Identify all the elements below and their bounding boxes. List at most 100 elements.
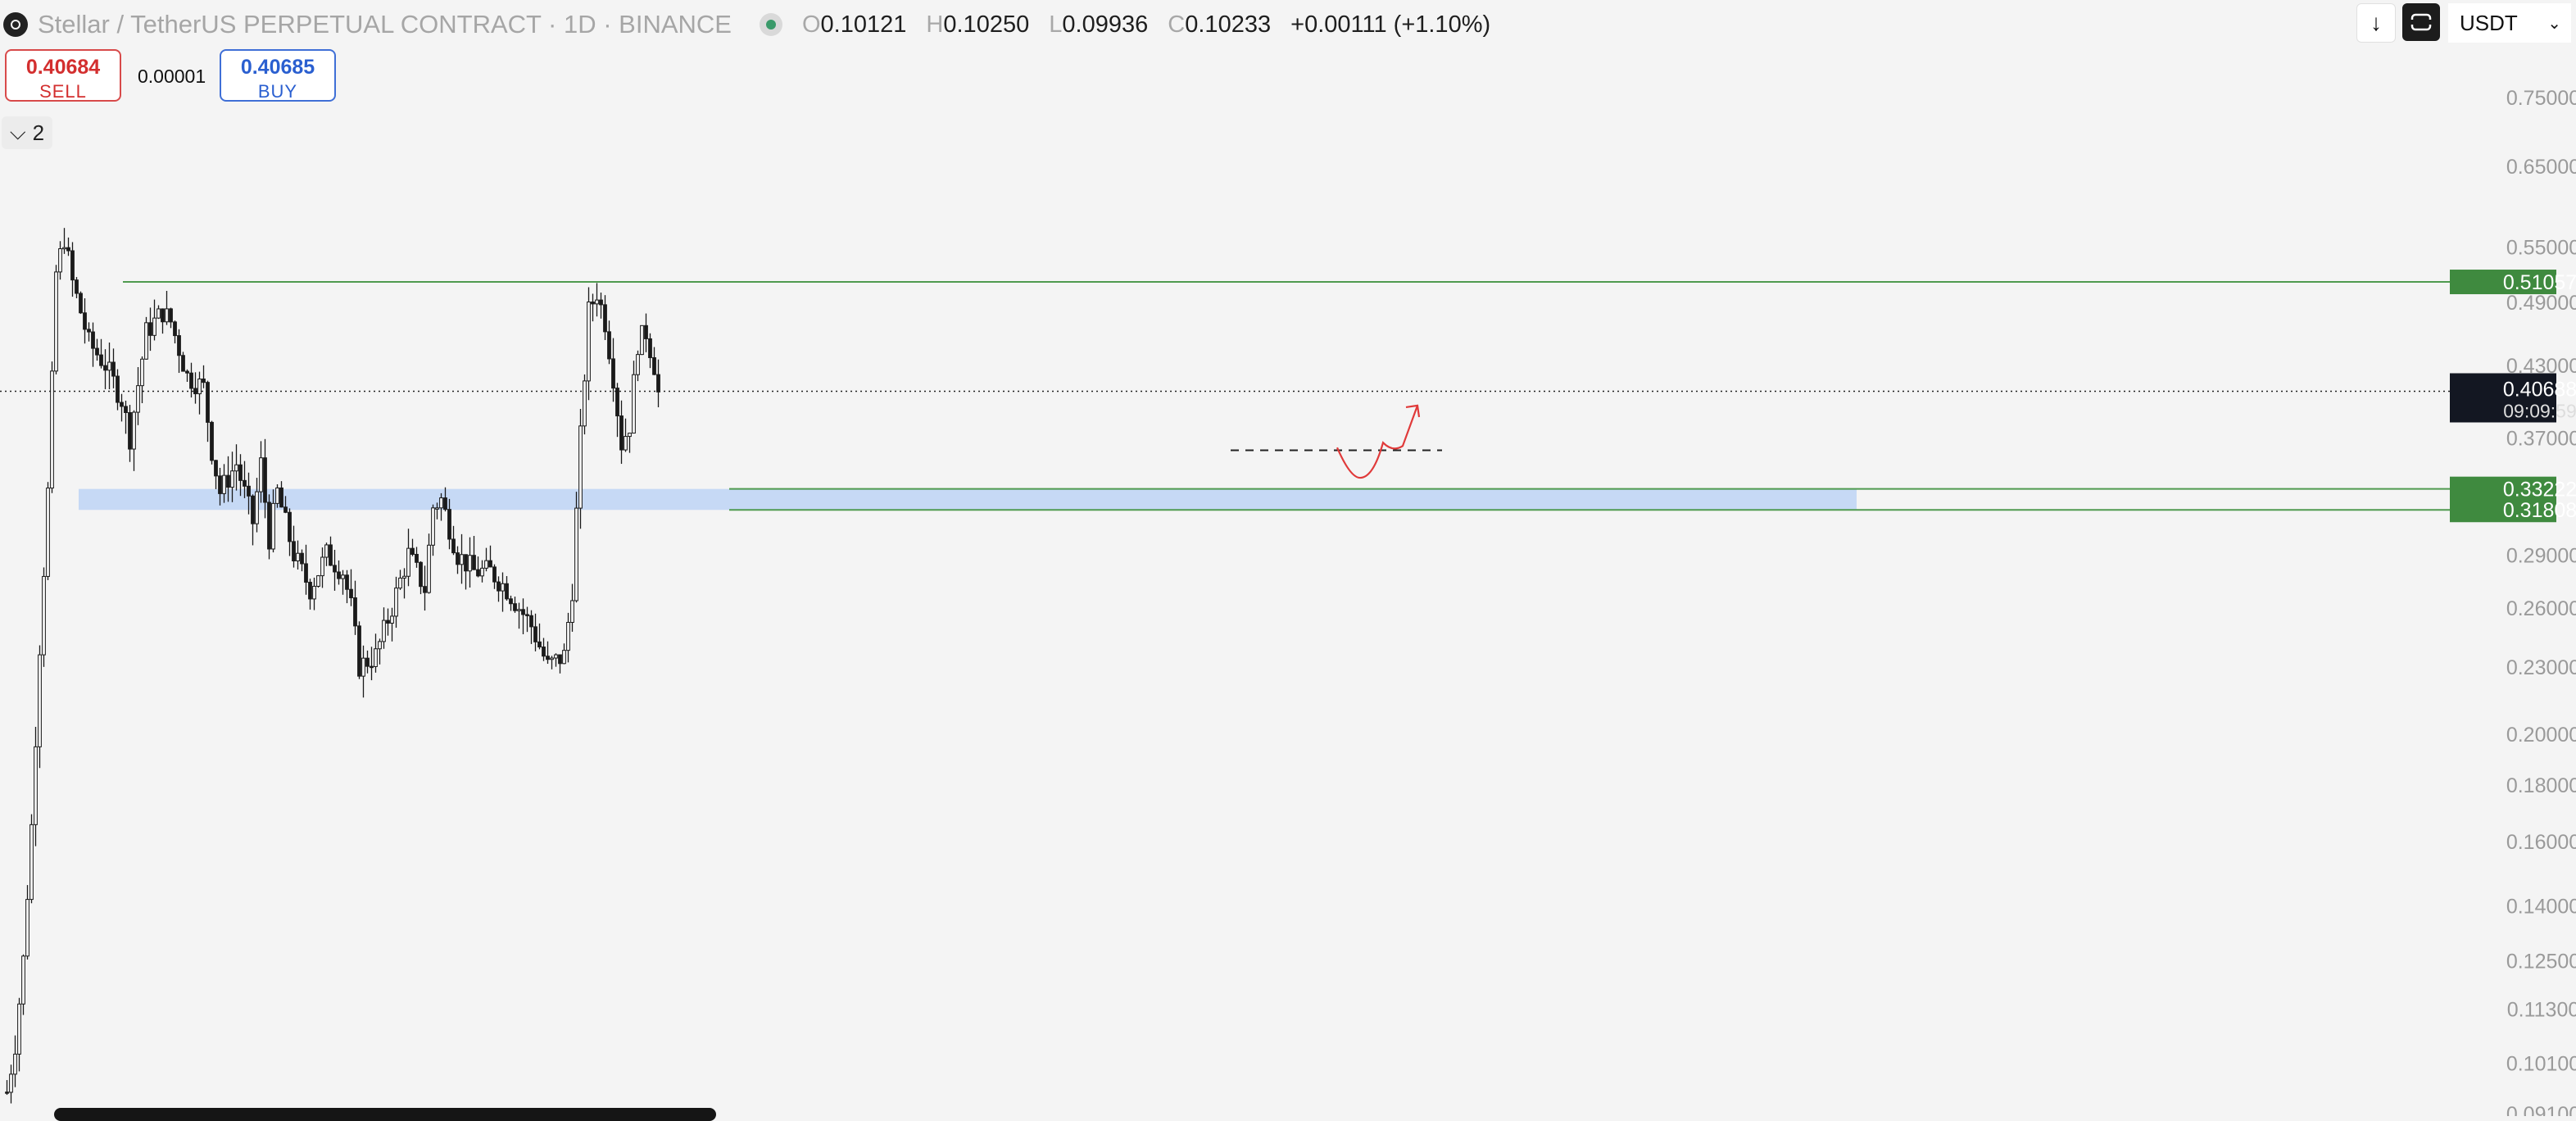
candle-body [324,544,329,558]
candle-body [611,358,615,389]
candle [386,608,390,636]
annotations [1231,404,1442,479]
candle-body [398,577,402,589]
candle-body [365,657,370,667]
candle [210,420,214,465]
time-scrollbar[interactable] [54,1108,716,1121]
candle [423,565,427,611]
candle-body [304,563,308,583]
candle-body [492,566,497,583]
candle-body [615,388,619,417]
candle-body [636,354,640,375]
candle-body [283,506,288,513]
spread-value: 0.00001 [138,66,206,87]
candle [189,362,193,398]
candle [181,352,185,372]
currency-select[interactable]: USDT ⌄ [2448,3,2571,43]
candle-body [558,654,562,665]
candle [529,610,533,644]
candle-body [439,497,443,509]
level-label: 0.51057 [2503,271,2576,294]
candle [267,494,271,560]
candle-body [58,248,62,273]
candle [292,525,296,568]
candle-body [226,474,230,488]
candle-body [447,509,451,540]
candle-body [628,433,632,438]
candle-body [570,600,574,623]
level-label: 0.31808 [2503,499,2576,522]
sell-label: SELL [39,81,87,102]
candle-body [13,1053,17,1075]
candle-body [451,538,456,554]
stellar-logo-icon [3,12,28,37]
candle-body [460,554,464,565]
y-tick-label: 0.14000 [2506,896,2576,919]
y-tick-label: 0.55000 [2506,236,2576,259]
candle [193,372,197,404]
y-tick-label: 0.65000 [2506,156,2576,179]
candle-body [488,560,492,568]
candle-body [640,324,644,356]
price-axis[interactable]: 0.750000.650000.550000.490000.430000.370… [2506,87,2576,1116]
candle-body [578,425,583,509]
candle-body [144,322,148,360]
currency-value: USDT [2460,10,2518,35]
ohlc-values: O0.10121 H0.10250 L0.09936 C0.10233 +0.0… [802,11,1490,39]
y-tick-label: 0.16000 [2506,831,2576,854]
y-tick-label: 0.10100 [2506,1053,2576,1076]
candle [546,641,550,665]
candle-body [75,279,79,294]
close-label: C [1168,11,1186,38]
candle-body [443,497,447,511]
candle-body [46,488,50,577]
candle-body [468,555,472,572]
candle [13,1035,17,1087]
candle [599,293,603,319]
candle-body [341,574,345,579]
candle [341,570,345,595]
candle [9,1064,13,1104]
candle [460,533,464,584]
indicator-count: 2 [32,120,45,145]
candle-body [292,541,296,561]
sell-button[interactable]: 0.40684 SELL [5,49,121,102]
candle-body [247,485,251,497]
y-tick-label: 0.09100 [2506,1103,2576,1116]
candle-body [464,554,468,572]
download-button[interactable]: ↓ [2356,3,2396,43]
candle [29,814,34,904]
countdown-value: 09:09:59 [2503,400,2576,421]
candle [243,461,247,498]
candle [656,359,660,407]
candle [95,338,99,361]
candle [263,438,267,519]
candle [468,537,472,588]
candle-body [501,583,505,592]
y-tick-label: 0.18000 [2506,774,2576,797]
candle [361,645,365,698]
indicators-toggle[interactable]: ⌵ 2 [2,116,52,149]
candle [570,583,574,632]
candle-body [120,402,124,407]
candle-body [320,556,324,577]
candle-body [419,561,423,588]
candle-body [152,317,156,336]
candle-body [218,475,222,494]
candle-body [619,415,624,451]
high-value: 0.10250 [943,11,1030,38]
candle [439,492,443,521]
candle [87,322,91,342]
symbol-title[interactable]: Stellar / TetherUS PERPETUAL CONTRACT · … [38,10,732,39]
y-tick-label: 0.75000 [2506,87,2576,110]
candle [390,607,394,642]
close-value: 0.10233 [1185,11,1272,38]
candle-body [386,620,390,624]
candle-body [128,412,132,450]
buy-button[interactable]: 0.40685 BUY [220,49,336,102]
screenshot-button[interactable] [2402,3,2440,41]
y-tick-label: 0.26000 [2506,597,2576,620]
candle [537,623,542,650]
candle-body [583,380,587,427]
